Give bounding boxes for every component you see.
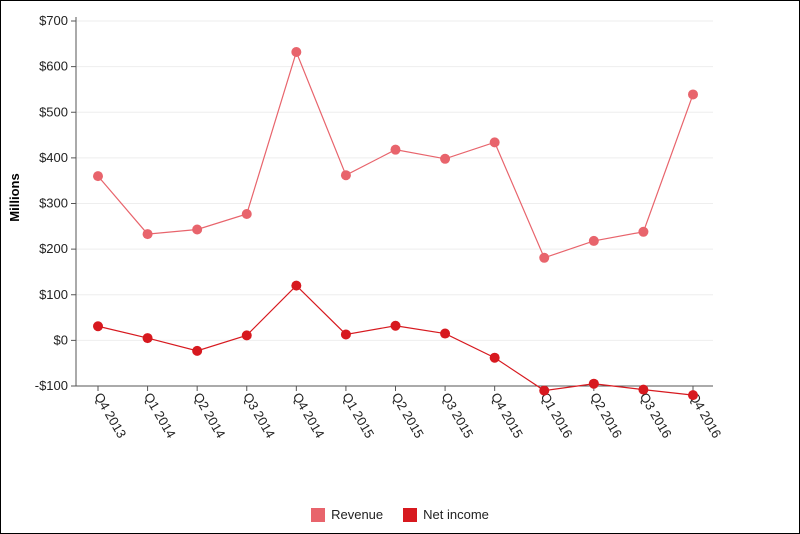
data-point-revenue [638, 226, 649, 237]
legend-label: Net income [423, 507, 489, 522]
data-point-revenue [241, 208, 252, 219]
x-tick-label: Q3 2016 [637, 390, 675, 441]
data-point-net-income [539, 385, 550, 396]
x-tick-label: Q1 2015 [339, 390, 377, 441]
y-tick-label: $500 [39, 104, 68, 119]
data-point-net-income [142, 333, 153, 344]
data-point-revenue [539, 252, 550, 263]
data-point-revenue [192, 224, 203, 235]
x-tick-label: Q4 2014 [290, 390, 328, 441]
data-point-revenue [340, 170, 351, 181]
data-point-net-income [291, 280, 302, 291]
y-tick-label: $0 [54, 332, 68, 347]
data-point-net-income [390, 320, 401, 331]
series-line-revenue [97, 50, 694, 259]
y-tick-label: $600 [39, 59, 68, 74]
y-tick-label: $300 [39, 196, 68, 211]
data-point-revenue [291, 47, 302, 58]
data-point-net-income [638, 384, 649, 395]
x-tick-label: Q1 2016 [538, 390, 576, 441]
data-point-net-income [688, 390, 698, 401]
y-axis-label: Millions [7, 173, 22, 221]
data-point-net-income [440, 328, 451, 339]
data-point-net-income [340, 329, 351, 340]
y-tick-label: -$100 [35, 378, 68, 393]
x-tick-label: Q3 2014 [240, 390, 278, 441]
x-tick-label: Q3 2015 [438, 390, 476, 441]
y-tick-label: $700 [39, 13, 68, 28]
legend-label: Revenue [331, 507, 384, 522]
y-tick-label: $100 [39, 287, 68, 302]
x-tick-label: Q2 2015 [389, 390, 427, 441]
data-point-net-income [241, 330, 252, 341]
data-point-revenue [390, 144, 401, 155]
data-point-revenue [688, 89, 698, 100]
data-point-net-income [588, 378, 599, 389]
y-tick-label: $400 [39, 150, 68, 165]
data-point-revenue [440, 153, 451, 164]
legend: Revenue Net income [0, 507, 800, 522]
x-tick-label: Q4 2015 [488, 390, 526, 441]
x-tick-label: Q1 2014 [141, 390, 179, 441]
data-point-revenue [142, 229, 153, 240]
data-point-revenue [489, 137, 500, 148]
x-tick-label: Q2 2016 [587, 390, 625, 441]
legend-swatch [403, 507, 418, 522]
x-tick-label: Q4 2013 [91, 390, 129, 441]
legend-swatch [311, 507, 326, 522]
legend-item: Net income [403, 507, 489, 522]
y-tick-label: $200 [39, 241, 68, 256]
legend-item: Revenue [311, 507, 383, 522]
data-point-net-income [489, 352, 500, 363]
data-point-revenue [588, 235, 599, 246]
data-point-revenue [93, 171, 103, 182]
data-point-net-income [192, 345, 203, 356]
x-tick-label: Q2 2014 [191, 390, 229, 441]
data-point-net-income [93, 321, 103, 332]
